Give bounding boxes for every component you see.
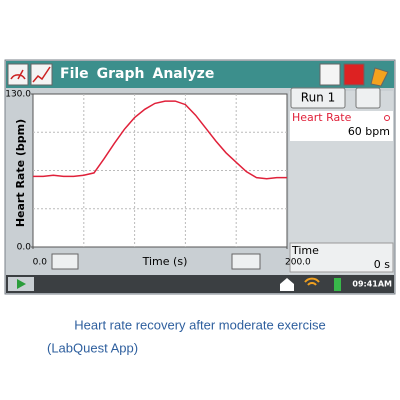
menu-item[interactable]: Analyze bbox=[153, 66, 215, 82]
caption-line: (LabQuest App) bbox=[47, 340, 138, 355]
sensor-name: Heart Rate bbox=[292, 111, 352, 124]
menu-item[interactable]: Graph bbox=[97, 66, 145, 82]
device-button[interactable] bbox=[355, 87, 381, 109]
run-label: Run 1 bbox=[301, 91, 335, 105]
run-button[interactable] bbox=[290, 87, 346, 109]
y-tick-label: 130.0 bbox=[5, 90, 31, 100]
caption-line: Heart rate recovery after moderate exerc… bbox=[74, 317, 325, 332]
time-name: Time bbox=[291, 244, 319, 257]
time-meter[interactable] bbox=[289, 242, 394, 273]
scroll-left[interactable] bbox=[51, 253, 79, 270]
home-icon[interactable] bbox=[280, 278, 294, 291]
x-axis-label: Time (s) bbox=[142, 255, 188, 268]
scroll-right[interactable] bbox=[231, 253, 261, 270]
status-bar bbox=[6, 275, 394, 293]
battery-icon bbox=[334, 278, 341, 291]
sensor-marker bbox=[384, 115, 390, 121]
sensor-meter[interactable] bbox=[290, 111, 393, 141]
wifi-icon bbox=[304, 277, 320, 286]
sensor-reading: 60 bpm bbox=[348, 125, 390, 138]
clock: 09:41AM bbox=[352, 280, 392, 289]
x-tick-label: 200.0 bbox=[285, 258, 311, 268]
data-line bbox=[33, 100, 287, 180]
time-reading: 0 s bbox=[374, 258, 390, 271]
graph-tab[interactable] bbox=[30, 63, 53, 86]
plot-area bbox=[32, 93, 288, 248]
graph-icon bbox=[32, 66, 51, 83]
play-icon bbox=[17, 279, 26, 289]
notes-tab[interactable] bbox=[343, 63, 365, 86]
x-tick-label: 0.0 bbox=[33, 258, 48, 268]
meter-icon bbox=[10, 69, 26, 80]
pencil-icon[interactable] bbox=[370, 67, 389, 87]
table-tab[interactable] bbox=[319, 63, 341, 86]
y-axis-label: Heart Rate (bpm) bbox=[14, 119, 27, 227]
y-tick-label: 0.0 bbox=[17, 243, 32, 253]
menu-item[interactable]: File bbox=[60, 66, 89, 82]
